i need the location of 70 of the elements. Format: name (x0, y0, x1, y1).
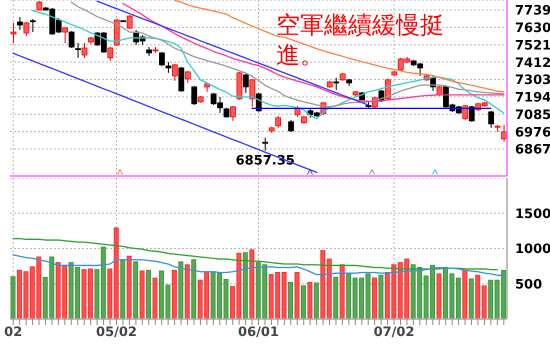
candlestick (166, 62, 172, 74)
candlestick (178, 66, 184, 92)
x-tick-label: 05/02 (96, 325, 137, 340)
bar (146, 270, 152, 319)
bar (191, 259, 196, 319)
candlestick (184, 70, 191, 84)
line-series (70, 2, 504, 108)
candlestick (172, 63, 178, 82)
bar (242, 252, 248, 319)
bar (372, 278, 377, 319)
x-tick-label: 02 (4, 325, 22, 340)
bar (288, 282, 294, 319)
bar (340, 264, 345, 319)
bar (314, 282, 319, 319)
y-tick-label: 7412 (515, 56, 550, 71)
candlestick (159, 51, 165, 66)
line-series (174, 0, 504, 92)
annotation: 空軍繼續緩慢挺進。 (276, 10, 445, 70)
candlestick (501, 124, 507, 142)
bar (300, 285, 306, 319)
bar (10, 276, 16, 319)
candlestick (242, 73, 249, 94)
line-series (12, 254, 504, 276)
annotation: 6857.35 (236, 154, 295, 169)
bar (178, 261, 184, 319)
candlestick (333, 77, 340, 90)
bar (294, 272, 300, 319)
bar (333, 276, 338, 319)
candlestick (17, 16, 23, 30)
candlestick (230, 105, 236, 122)
candlestick (30, 18, 36, 33)
bar (307, 282, 312, 319)
candlestick (107, 46, 114, 62)
candlestick (24, 22, 30, 37)
bar (120, 259, 126, 319)
bar (126, 256, 132, 319)
candlestick (488, 110, 494, 128)
candlestick (68, 30, 74, 48)
candlestick (191, 85, 198, 106)
candlestick (436, 85, 442, 96)
candlestick (62, 26, 68, 44)
line-series (32, 10, 504, 120)
candlestick (126, 14, 133, 30)
candlestick (10, 22, 16, 44)
bar (184, 264, 190, 319)
bar (133, 261, 138, 319)
bar (436, 273, 442, 319)
candlestick (275, 115, 282, 128)
bar (140, 270, 145, 319)
bar (462, 270, 468, 319)
candlestick (75, 42, 81, 58)
candlestick (430, 74, 436, 92)
x-tick-label: 06/01 (238, 325, 279, 340)
y-tick-label: 7521 (515, 38, 550, 54)
candlestick (82, 42, 88, 58)
y-tick-label: 7303 (515, 73, 550, 88)
line-series (12, 238, 498, 270)
bar (249, 249, 254, 319)
x-tick-label: 07/02 (374, 325, 415, 340)
bar (172, 270, 177, 319)
bar (468, 278, 474, 319)
y-tick-label: 7739 (515, 4, 550, 19)
bar (152, 278, 158, 319)
candlestick (224, 107, 230, 118)
y-tick-label: 6867 (515, 142, 550, 158)
bar (378, 274, 384, 319)
y-tick-label: 7085 (515, 108, 550, 123)
candlestick (288, 119, 294, 132)
line-series (122, 2, 504, 102)
y-tick-label: 500 (515, 277, 542, 292)
